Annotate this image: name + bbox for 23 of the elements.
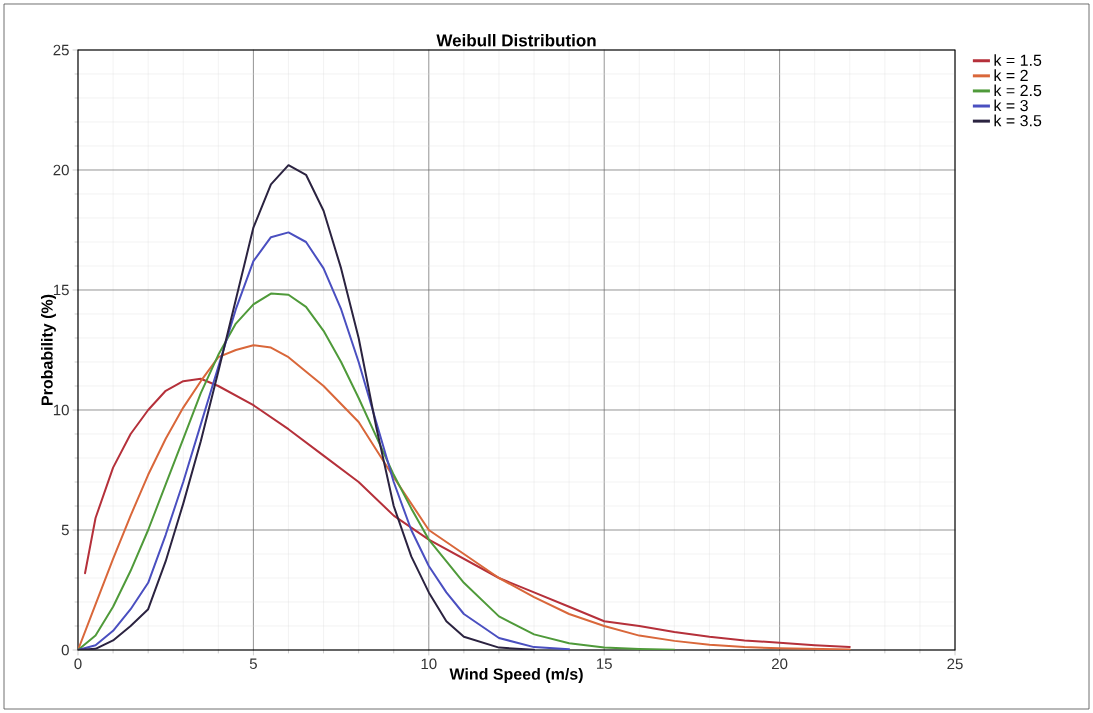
x-tick-label: 10: [421, 658, 437, 670]
chart-title: Weibull Distribution: [436, 33, 596, 47]
y-axis-title: Probability (%): [41, 294, 56, 405]
y-tick-label: 25: [53, 44, 69, 56]
line-series: [78, 292, 676, 650]
x-tick-label: 15: [597, 658, 612, 669]
x-axis-title: Wind Speed (m/s): [449, 668, 583, 683]
line-series: [78, 231, 571, 650]
x-tick-label: 5: [249, 658, 257, 669]
legend-label: k = 1.5: [994, 54, 1042, 66]
x-tick-label: 0: [74, 658, 82, 670]
x-tick-label: 20: [772, 658, 788, 670]
line-series: [78, 164, 536, 650]
y-tick-label: 5: [61, 524, 69, 536]
y-tick-label: 15: [53, 284, 69, 296]
legend-label: k = 3: [994, 99, 1028, 112]
legend-label: k = 3.5: [994, 114, 1042, 127]
y-tick-label: 0: [61, 644, 69, 656]
legend-label: k = 2: [994, 69, 1028, 81]
legend-label: k = 2.5: [994, 84, 1042, 97]
x-tick-label: 25: [947, 658, 963, 670]
y-tick-label: 10: [53, 404, 69, 416]
y-tick-label: 20: [53, 164, 69, 176]
